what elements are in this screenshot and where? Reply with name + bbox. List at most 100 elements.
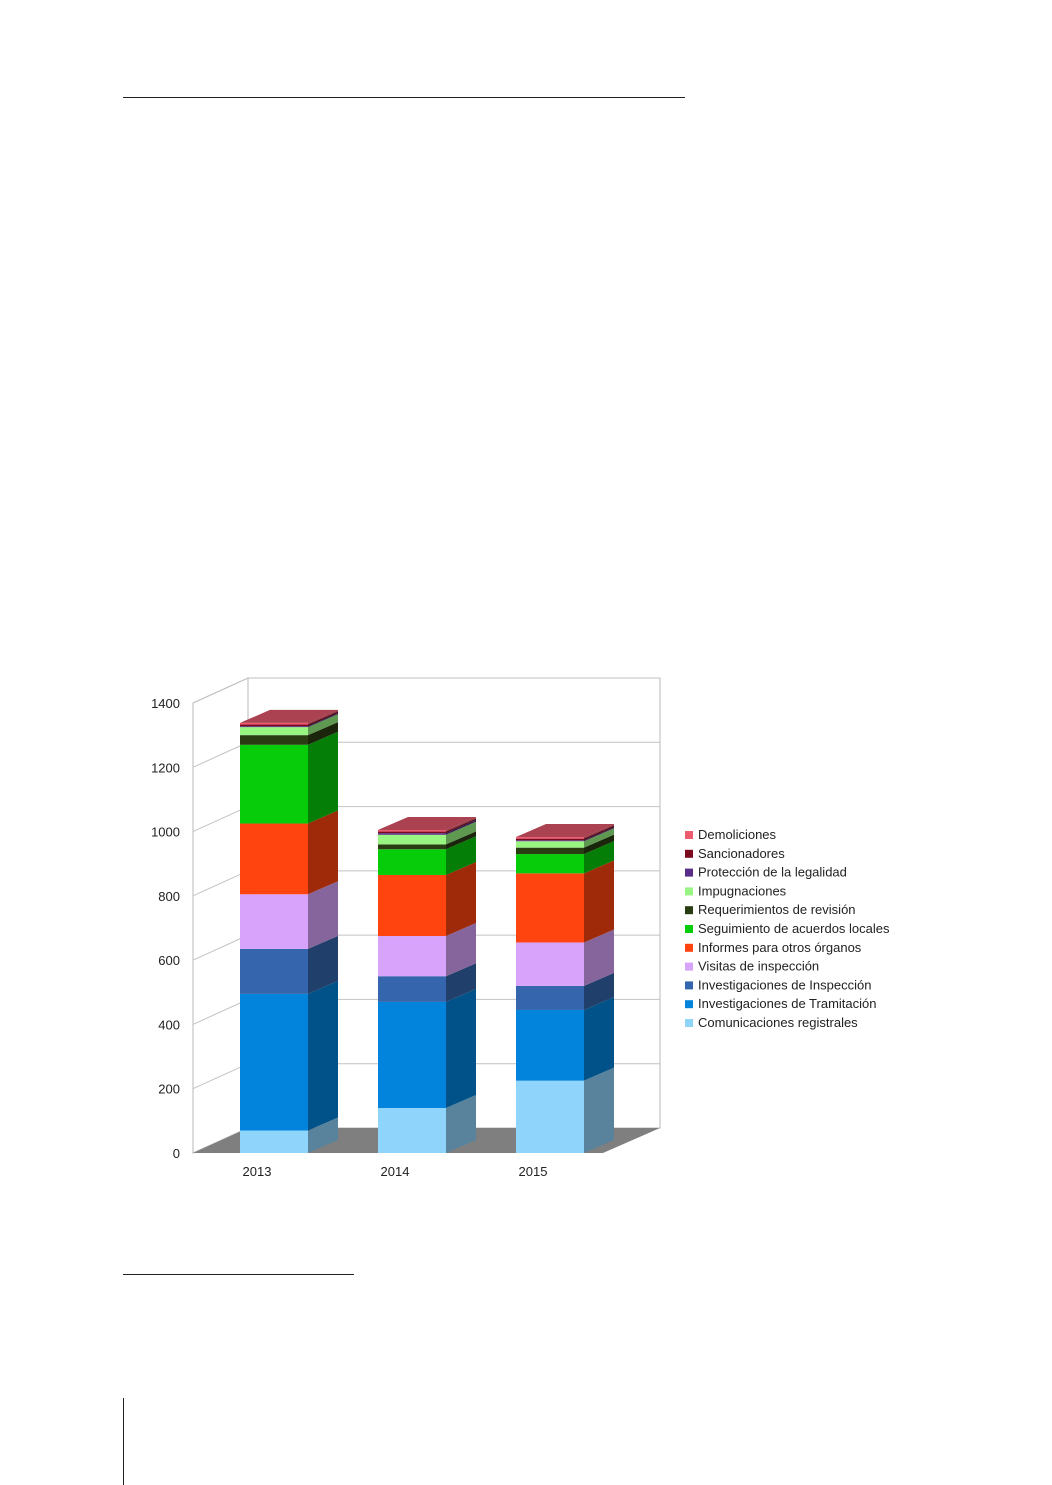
bar-front (240, 724, 308, 727)
bar-side (446, 923, 476, 977)
legend-item: Investigaciones de Tramitación (685, 996, 876, 1011)
bar-segment (378, 831, 476, 850)
bar-front (516, 1009, 584, 1081)
bar-front (240, 726, 308, 728)
y-tick-label: 400 (158, 1017, 180, 1032)
bar-side (584, 828, 614, 848)
bar-front (240, 722, 308, 725)
legend-label: Sancionadores (698, 846, 785, 861)
bar-side (446, 816, 476, 832)
bar-side (584, 841, 614, 874)
legend-swatch (685, 831, 693, 839)
legend-label: Requerimientos de revisión (698, 902, 856, 917)
bar-segment (378, 816, 476, 832)
bar-front (378, 936, 446, 977)
bar-segment (378, 818, 476, 834)
bar-front (240, 993, 308, 1131)
legend-label: Impugnaciones (698, 883, 787, 898)
x-tick-label: 2013 (243, 1164, 272, 1179)
legend-label: Demoliciones (698, 827, 777, 842)
legend-label: Visitas de inspección (698, 959, 819, 974)
bar-side (584, 834, 614, 855)
bar-front (378, 976, 446, 1002)
bar-front (240, 894, 308, 949)
bar-side (446, 818, 476, 834)
y-tick-label: 1400 (151, 696, 180, 711)
legend-swatch (685, 962, 693, 971)
bar-side (584, 825, 614, 841)
bar-stack-2013 (240, 709, 338, 1153)
legend-item: Informes para otros órganos (685, 940, 862, 955)
bar-top (516, 824, 614, 838)
legend-swatch (685, 943, 693, 952)
bar-front (378, 1001, 446, 1108)
bar-front (378, 833, 446, 835)
legend-swatch (685, 925, 693, 933)
bar-side (446, 820, 476, 835)
bar-segment (516, 824, 614, 839)
bar-segment (240, 713, 338, 728)
bar-side (308, 980, 338, 1131)
legend-swatch (685, 1000, 693, 1009)
legend-label: Comunicaciones registrales (698, 1015, 858, 1030)
legend-item: Protección de la legalidad (685, 865, 847, 880)
bar-segment (240, 711, 338, 727)
bar-side (446, 988, 476, 1108)
y-tick-label: 600 (158, 953, 180, 968)
x-axis-ticks: 2013 2014 2015 (243, 1164, 548, 1179)
legend-label: Informes para otros órganos (698, 940, 862, 955)
bar-segment (378, 836, 476, 875)
legend-swatch (685, 849, 693, 858)
bar-front (240, 1130, 308, 1153)
bar-side (308, 935, 338, 994)
bar-segment (516, 929, 614, 986)
bar-front (240, 727, 308, 736)
legend-label: Investigaciones de Inspección (698, 977, 871, 992)
legend-swatch (685, 868, 693, 877)
legend-item: Seguimiento de acuerdos locales (685, 921, 890, 936)
bar-front (516, 840, 584, 842)
bar-side (584, 1067, 614, 1153)
bar-side (308, 881, 338, 949)
bar-front (378, 834, 446, 845)
bar-front (378, 874, 446, 937)
bar-front (516, 873, 584, 943)
bar-side (584, 929, 614, 986)
bar-side (308, 1117, 338, 1153)
y-tick-label: 1200 (151, 760, 180, 775)
bar-side (446, 831, 476, 850)
bar-side (446, 861, 476, 937)
bar-side (308, 713, 338, 728)
bar-front (240, 948, 308, 994)
footnote-rule (123, 1274, 354, 1275)
bar-segment (240, 722, 338, 745)
x-tick-label: 2015 (519, 1164, 548, 1179)
bar-front (516, 847, 584, 855)
bar-segment (240, 714, 338, 736)
y-tick-label: 800 (158, 889, 180, 904)
bar-segment (378, 821, 476, 845)
bar-segment (516, 834, 614, 855)
bar-front (378, 829, 446, 832)
bar-side (446, 963, 476, 1002)
bar-front (240, 735, 308, 745)
bar-segment (240, 881, 338, 949)
bar-front (516, 942, 584, 986)
legend-item: Impugnaciones (685, 883, 787, 898)
bar-stack-2014 (378, 816, 476, 1153)
legend-item: Comunicaciones registrales (685, 1015, 858, 1030)
bar-segment (240, 980, 338, 1131)
legend-item: Sancionadores (685, 846, 785, 861)
y-tick-label: 0 (173, 1146, 180, 1161)
bar-segment (516, 841, 614, 874)
bar-segment (516, 972, 614, 1010)
y-tick-label: 200 (158, 1082, 180, 1097)
bar-side (446, 1095, 476, 1153)
bar-side (584, 972, 614, 1010)
top-rule (123, 97, 685, 98)
gridline (192, 677, 660, 704)
bar-segment (240, 810, 338, 895)
legend-label: Seguimiento de acuerdos locales (698, 921, 890, 936)
chart-bars (240, 709, 614, 1153)
